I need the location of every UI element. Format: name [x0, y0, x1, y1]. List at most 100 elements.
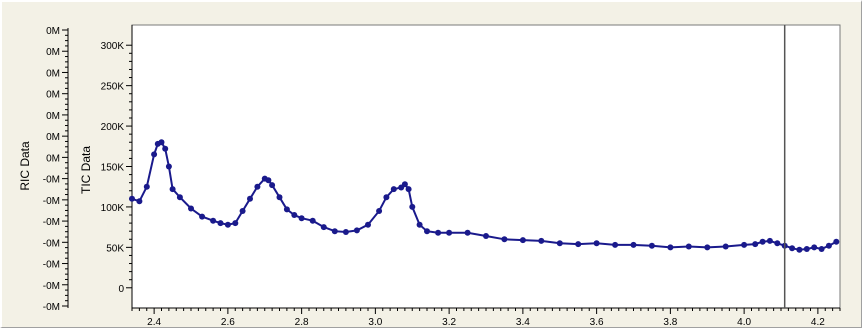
data-point: [232, 220, 239, 227]
x-axis: 2.4 2.6 2.8 3.0 3.2 3.4 3.6 3.8 4.0 4.2: [131, 307, 841, 328]
data-point: [704, 244, 711, 251]
data-point: [685, 243, 692, 250]
data-point: [667, 244, 674, 251]
tic-axis-title: TIC Data: [79, 146, 93, 194]
ric-tick-label: 0M: [46, 26, 60, 37]
data-point: [383, 194, 390, 201]
data-point: [401, 181, 408, 188]
data-point: [833, 238, 840, 245]
data-point: [409, 203, 416, 210]
ric-axis-title: RIC Data: [18, 141, 32, 191]
data-point: [501, 236, 508, 243]
data-point: [811, 244, 818, 251]
data-point: [247, 195, 253, 202]
plot-area[interactable]: [131, 24, 841, 309]
data-point: [376, 208, 383, 214]
data-point: [276, 194, 283, 201]
data-point: [283, 206, 290, 213]
x-tick-label: 3.4: [516, 317, 530, 328]
x-tick-label: 4.0: [737, 317, 751, 328]
data-point: [630, 241, 637, 248]
tic-tick-label: 50K: [106, 243, 124, 254]
data-point: [556, 240, 563, 247]
data-point: [752, 241, 759, 248]
data-point: [309, 217, 316, 224]
ric-axis: 0M 0M 0M 0M 0M 0M 0M -0M -0M -0M -0M -0M -0M -0M: [43, 26, 69, 313]
ric-tick-label: -0M: [43, 302, 60, 313]
data-point: [162, 145, 169, 152]
tic-tick-label: 100K: [101, 203, 125, 214]
data-point: [169, 186, 176, 193]
ric-tick-label: -0M: [43, 196, 60, 207]
data-point: [818, 246, 825, 252]
ric-tick-label: -0M: [43, 260, 60, 271]
x-tick-label: 4.2: [811, 317, 825, 328]
data-point: [593, 240, 600, 247]
data-point: [825, 242, 832, 249]
data-point: [416, 221, 423, 228]
data-point: [538, 237, 545, 244]
data-point: [446, 229, 453, 236]
data-point: [210, 217, 217, 224]
ric-tick-label: 0M: [46, 132, 60, 143]
ric-tick-label: 0M: [46, 111, 60, 122]
data-point: [265, 177, 272, 184]
data-point: [342, 229, 349, 235]
data-point: [298, 215, 305, 222]
ric-tick-label: -0M: [43, 175, 60, 186]
ric-tick-label: -0M: [43, 281, 60, 292]
ric-tick-label: 0M: [46, 68, 60, 79]
data-point: [224, 221, 231, 228]
data-point: [464, 229, 471, 236]
data-point: [741, 241, 748, 248]
data-point: [483, 233, 489, 239]
data-point: [254, 183, 261, 190]
data-point: [722, 243, 729, 250]
data-point: [143, 183, 150, 190]
x-tick-label: 3.6: [590, 317, 604, 328]
ric-tick-label: -0M: [43, 217, 60, 228]
data-point: [188, 205, 194, 212]
data-point: [353, 227, 360, 234]
ric-tick-label: 0M: [46, 90, 60, 101]
data-point: [320, 224, 327, 231]
data-point: [158, 139, 165, 146]
tic-tick-label: 150K: [101, 163, 125, 174]
data-point: [365, 221, 371, 228]
data-point: [129, 195, 135, 202]
data-point: [239, 208, 246, 214]
data-point: [759, 238, 766, 245]
data-point: [165, 163, 172, 170]
data-point: [217, 220, 224, 227]
ric-tick-label: 0M: [46, 47, 60, 58]
ric-tick-label: -0M: [43, 238, 60, 249]
data-point: [789, 245, 796, 252]
series-layer: [129, 139, 840, 253]
data-point: [766, 237, 773, 244]
data-point: [405, 186, 412, 193]
data-point: [435, 229, 442, 236]
tic-axis: 0 50K 100K 150K 200K 250K 300K: [101, 25, 133, 308]
x-tick-label: 3.2: [442, 317, 456, 328]
x-tick-label: 3.8: [663, 317, 677, 328]
ric-tick-label: 0M: [46, 153, 60, 164]
tic-tick-label: 0: [118, 284, 124, 295]
x-tick-label: 3.0: [368, 317, 382, 328]
data-point: [648, 242, 655, 249]
data-point: [151, 151, 158, 158]
x-tick-label: 2.6: [221, 317, 235, 328]
tic-tick-label: 200K: [101, 122, 125, 133]
data-point: [176, 194, 183, 201]
data-point: [136, 198, 143, 205]
data-point: [331, 228, 338, 235]
data-point: [575, 241, 582, 248]
data-point: [774, 240, 781, 247]
x-tick-label: 2.8: [295, 317, 309, 328]
data-point: [519, 237, 526, 244]
data-point: [424, 228, 430, 235]
data-point: [803, 246, 810, 252]
data-point: [796, 246, 803, 253]
tic-tick-label: 300K: [101, 41, 125, 52]
data-point: [269, 182, 276, 189]
